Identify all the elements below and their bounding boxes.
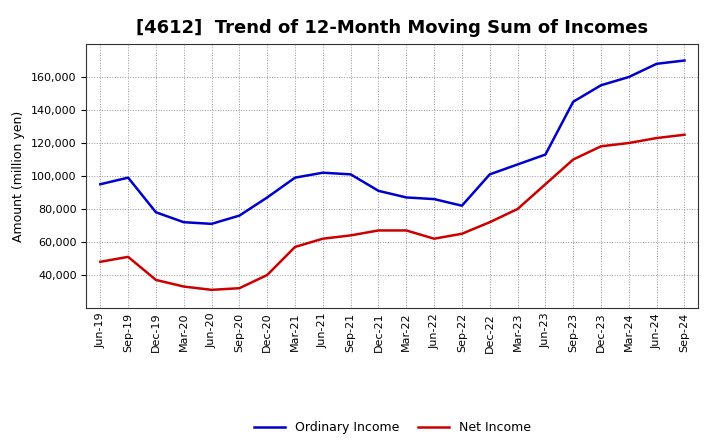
Net Income — [597, 143, 606, 149]
Ordinary Income — [346, 172, 355, 177]
Net Income — [96, 259, 104, 264]
Net Income — [624, 140, 633, 146]
Ordinary Income — [680, 58, 689, 63]
Net Income — [485, 220, 494, 225]
Ordinary Income — [374, 188, 383, 194]
Legend: Ordinary Income, Net Income: Ordinary Income, Net Income — [248, 416, 536, 439]
Ordinary Income — [318, 170, 327, 175]
Ordinary Income — [541, 152, 550, 157]
Ordinary Income — [569, 99, 577, 104]
Ordinary Income — [597, 83, 606, 88]
Ordinary Income — [96, 182, 104, 187]
Net Income — [513, 206, 522, 212]
Ordinary Income — [124, 175, 132, 180]
Ordinary Income — [263, 195, 271, 200]
Ordinary Income — [652, 61, 661, 66]
Line: Ordinary Income: Ordinary Income — [100, 60, 685, 224]
Net Income — [235, 286, 243, 291]
Net Income — [124, 254, 132, 260]
Ordinary Income — [207, 221, 216, 227]
Net Income — [541, 182, 550, 187]
Net Income — [458, 231, 467, 236]
Line: Net Income: Net Income — [100, 135, 685, 290]
Net Income — [318, 236, 327, 241]
Net Income — [179, 284, 188, 289]
Ordinary Income — [179, 220, 188, 225]
Net Income — [680, 132, 689, 137]
Ordinary Income — [624, 74, 633, 80]
Net Income — [374, 228, 383, 233]
Net Income — [402, 228, 410, 233]
Net Income — [263, 272, 271, 278]
Ordinary Income — [458, 203, 467, 208]
Y-axis label: Amount (million yen): Amount (million yen) — [12, 110, 25, 242]
Ordinary Income — [152, 209, 161, 215]
Ordinary Income — [402, 195, 410, 200]
Net Income — [430, 236, 438, 241]
Net Income — [346, 233, 355, 238]
Ordinary Income — [485, 172, 494, 177]
Net Income — [152, 277, 161, 282]
Ordinary Income — [513, 162, 522, 167]
Ordinary Income — [235, 213, 243, 218]
Title: [4612]  Trend of 12-Month Moving Sum of Incomes: [4612] Trend of 12-Month Moving Sum of I… — [136, 19, 649, 37]
Ordinary Income — [291, 175, 300, 180]
Net Income — [569, 157, 577, 162]
Net Income — [207, 287, 216, 293]
Net Income — [291, 244, 300, 249]
Net Income — [652, 136, 661, 141]
Ordinary Income — [430, 196, 438, 202]
